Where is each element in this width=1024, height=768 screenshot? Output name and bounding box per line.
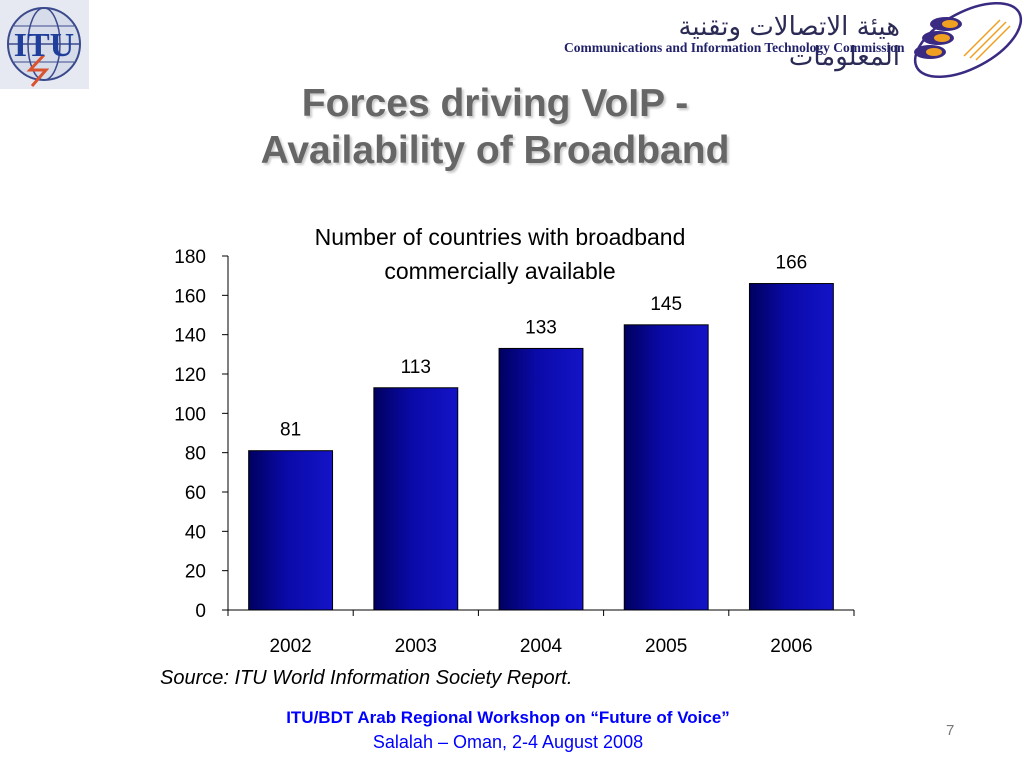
slide-title: Forces driving VoIP - Availability of Br… bbox=[100, 80, 890, 174]
source-note: Source: ITU World Information Society Re… bbox=[160, 667, 573, 689]
slide-title-line1: Forces driving VoIP - bbox=[301, 82, 689, 125]
y-tick-label: 20 bbox=[185, 562, 206, 583]
footer-workshop-title: ITU/BDT Arab Regional Workshop on “Futur… bbox=[286, 708, 730, 727]
y-tick-label: 0 bbox=[195, 601, 206, 622]
bar-2006 bbox=[748, 283, 834, 611]
data-label-2003: 113 bbox=[401, 357, 431, 378]
chart-title-line-1: Number of countries with broadband bbox=[315, 224, 686, 250]
citc-arabic-name: هيئة الاتصالات وتقنية المعلومات bbox=[678, 12, 900, 72]
citc-emblem bbox=[902, 0, 1024, 80]
footer-location-date: Salalah – Oman, 2-4 August 2008 bbox=[372, 732, 644, 752]
y-tick-label: 180 bbox=[174, 247, 206, 268]
y-tick-label: 140 bbox=[174, 326, 206, 347]
itu-logo: ITU bbox=[0, 0, 89, 89]
itu-logo-text: ITU bbox=[14, 27, 74, 64]
y-tick-label: 40 bbox=[185, 522, 206, 543]
y-tick-label: 60 bbox=[185, 483, 206, 504]
x-tick-label-2002: 2002 bbox=[269, 636, 311, 657]
y-tick-label: 80 bbox=[185, 444, 206, 465]
citc-english-name: Communications and Information Technolog… bbox=[564, 40, 905, 55]
bar-2004 bbox=[498, 347, 584, 611]
bar-2002 bbox=[248, 450, 334, 611]
data-label-2002: 81 bbox=[280, 420, 301, 441]
y-tick-label: 160 bbox=[174, 286, 206, 307]
x-tick-label-2003: 2003 bbox=[395, 636, 437, 657]
bar-2003 bbox=[373, 387, 459, 611]
data-label-2006: 166 bbox=[776, 253, 808, 274]
chart-title-line-2: commercially available bbox=[384, 258, 615, 284]
page-number: 7 bbox=[946, 722, 955, 739]
x-tick-label-2004: 2004 bbox=[520, 636, 563, 657]
y-tick-label: 120 bbox=[174, 365, 206, 386]
x-tick-label-2005: 2005 bbox=[645, 636, 687, 657]
x-tick-label-2006: 2006 bbox=[770, 636, 812, 657]
data-label-2004: 133 bbox=[525, 317, 557, 338]
footer: ITU/BDT Arab Regional Workshop on “Futur… bbox=[100, 705, 916, 755]
y-tick-label: 100 bbox=[174, 404, 206, 425]
slide-title-line2: Availability of Broadband bbox=[260, 129, 730, 172]
bar-2005 bbox=[623, 324, 709, 611]
data-label-2005: 145 bbox=[650, 294, 682, 315]
